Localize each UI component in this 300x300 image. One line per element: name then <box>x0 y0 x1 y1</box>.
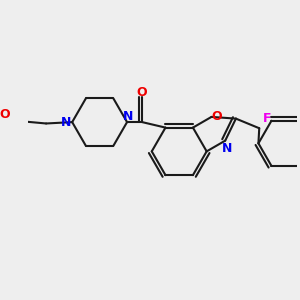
Text: O: O <box>212 110 222 123</box>
Text: O: O <box>136 86 147 99</box>
Text: O: O <box>0 108 10 121</box>
Text: N: N <box>61 116 71 129</box>
Text: N: N <box>221 142 232 155</box>
Text: N: N <box>122 110 133 123</box>
Text: F: F <box>263 112 272 124</box>
